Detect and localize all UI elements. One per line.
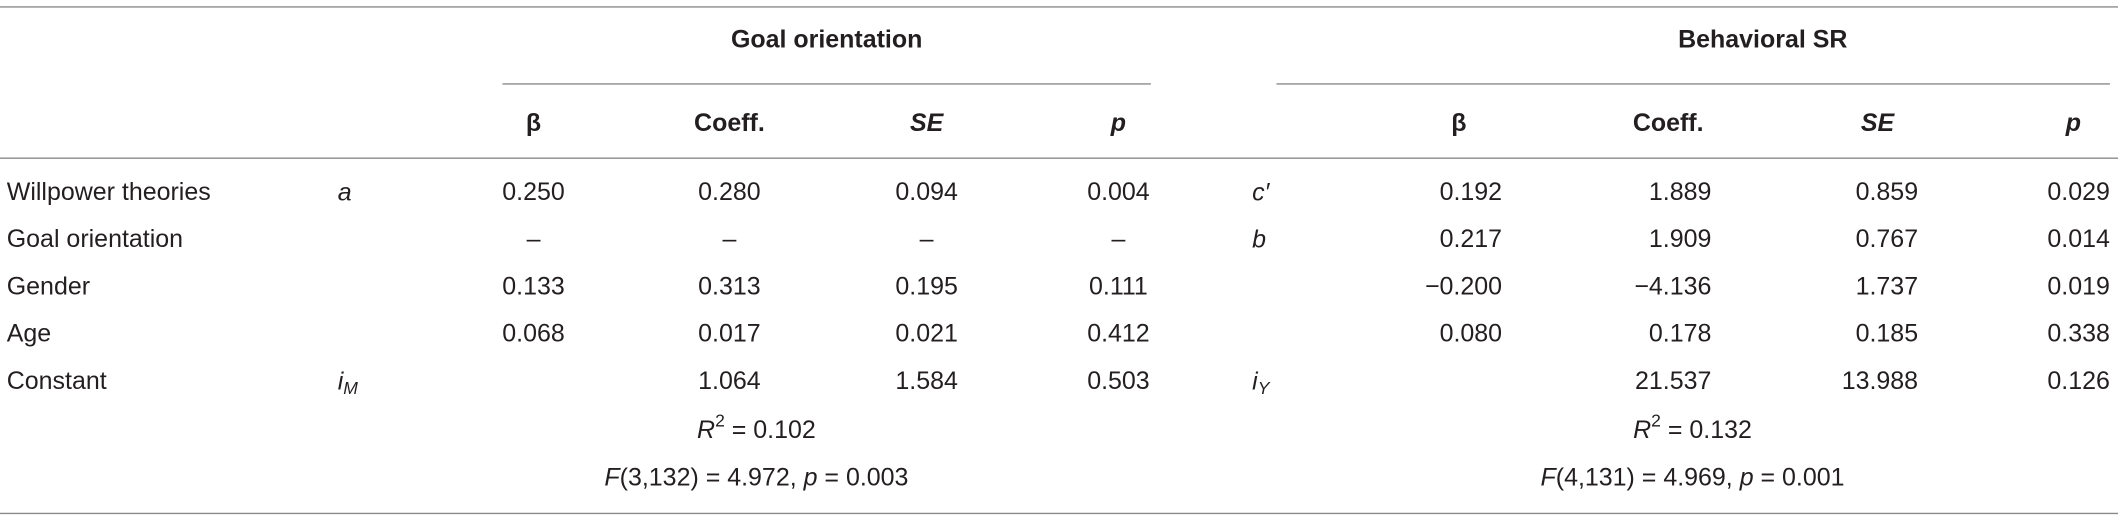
cell: 0.192 bbox=[1440, 178, 1502, 206]
symbol-base: i bbox=[338, 367, 345, 395]
cell: 21.537 bbox=[1635, 367, 1711, 395]
cell: 0.195 bbox=[895, 272, 957, 300]
cell: 0.412 bbox=[1087, 320, 1149, 348]
cell: −4.136 bbox=[1634, 272, 1711, 300]
cell: 13.988 bbox=[1842, 367, 1918, 395]
symbol: iM bbox=[338, 367, 359, 398]
cell: 0.080 bbox=[1440, 320, 1502, 348]
cell: −0.200 bbox=[1425, 272, 1502, 300]
cell: 1.737 bbox=[1856, 272, 1918, 300]
cell: 0.029 bbox=[2047, 178, 2109, 206]
cell: 0.250 bbox=[502, 178, 564, 206]
cell: 1.909 bbox=[1649, 225, 1711, 253]
group-header: Goal orientation bbox=[731, 25, 922, 53]
cell: 0.111 bbox=[1089, 272, 1148, 300]
row-label: Constant bbox=[7, 367, 107, 395]
cell: 1.584 bbox=[895, 367, 958, 395]
cell: – bbox=[1111, 225, 1125, 253]
r2-sup: 2 bbox=[1651, 410, 1661, 430]
symbol: b bbox=[1252, 225, 1266, 253]
cell: – bbox=[920, 225, 934, 253]
f-value: (3,132) = 4.972, bbox=[620, 463, 804, 491]
cell: 1.064 bbox=[698, 367, 761, 395]
symbol: a bbox=[338, 178, 352, 206]
cell: 0.133 bbox=[502, 272, 564, 300]
column-header: Coeff. bbox=[694, 109, 765, 137]
cell: 0.126 bbox=[2047, 367, 2109, 395]
column-header: SE bbox=[1861, 109, 1896, 137]
r2-value: = 0.132 bbox=[1661, 416, 1752, 444]
symbol-base: b bbox=[1252, 225, 1266, 253]
p-value: = 0.003 bbox=[817, 463, 908, 491]
symbol: iY bbox=[1252, 367, 1271, 398]
row-label: Gender bbox=[7, 272, 90, 300]
r2-sup: 2 bbox=[715, 410, 725, 430]
r-squared: R2 = 0.132 bbox=[1633, 410, 1752, 443]
symbol: c′ bbox=[1252, 178, 1270, 206]
cell: 0.313 bbox=[698, 272, 760, 300]
row-label: Age bbox=[7, 320, 51, 348]
cell: 0.280 bbox=[698, 178, 760, 206]
f-symbol: F bbox=[604, 463, 621, 491]
symbol-base: i bbox=[1252, 367, 1259, 395]
cell: 0.017 bbox=[698, 320, 760, 348]
group-header: Behavioral SR bbox=[1678, 25, 1847, 53]
cell: 0.217 bbox=[1440, 225, 1502, 253]
column-header: Coeff. bbox=[1633, 109, 1704, 137]
p-symbol: p bbox=[1739, 463, 1754, 491]
cell: 0.094 bbox=[895, 178, 958, 206]
column-header: β bbox=[526, 109, 541, 137]
column-header: SE bbox=[910, 109, 945, 137]
cell: 0.019 bbox=[2047, 272, 2109, 300]
cell: – bbox=[527, 225, 541, 253]
f-value: (4,131) = 4.969, bbox=[1556, 463, 1740, 491]
r2-value: = 0.102 bbox=[725, 416, 816, 444]
symbol-base: a bbox=[338, 178, 352, 206]
f-statistic: F(4,131) = 4.969, p = 0.001 bbox=[1540, 463, 1844, 491]
cell: 0.004 bbox=[1087, 178, 1150, 206]
cell: – bbox=[722, 225, 736, 253]
cell: 0.014 bbox=[2047, 225, 2110, 253]
cell: 0.178 bbox=[1649, 320, 1711, 348]
f-symbol: F bbox=[1540, 463, 1557, 491]
symbol-sub: Y bbox=[1258, 378, 1271, 398]
cell: 0.338 bbox=[2047, 320, 2109, 348]
row-label: Willpower theories bbox=[7, 178, 211, 206]
symbol-sub: M bbox=[343, 378, 358, 398]
cell: 1.889 bbox=[1649, 178, 1711, 206]
cell: 0.859 bbox=[1856, 178, 1918, 206]
r2-symbol: R bbox=[697, 416, 715, 444]
column-header: p bbox=[2065, 109, 2081, 137]
column-header: p bbox=[1110, 109, 1126, 137]
p-symbol: p bbox=[803, 463, 818, 491]
cell: 0.767 bbox=[1856, 225, 1918, 253]
cell: 0.503 bbox=[1087, 367, 1149, 395]
cell: 0.185 bbox=[1856, 320, 1918, 348]
column-header: β bbox=[1451, 109, 1466, 137]
cell: 0.021 bbox=[895, 320, 957, 348]
row-label: Goal orientation bbox=[7, 225, 183, 253]
cell: 0.068 bbox=[502, 320, 564, 348]
f-statistic: F(3,132) = 4.972, p = 0.003 bbox=[604, 463, 908, 491]
symbol-base: c′ bbox=[1252, 178, 1270, 206]
r-squared: R2 = 0.102 bbox=[697, 410, 816, 443]
p-value: = 0.001 bbox=[1754, 463, 1845, 491]
r2-symbol: R bbox=[1633, 416, 1651, 444]
